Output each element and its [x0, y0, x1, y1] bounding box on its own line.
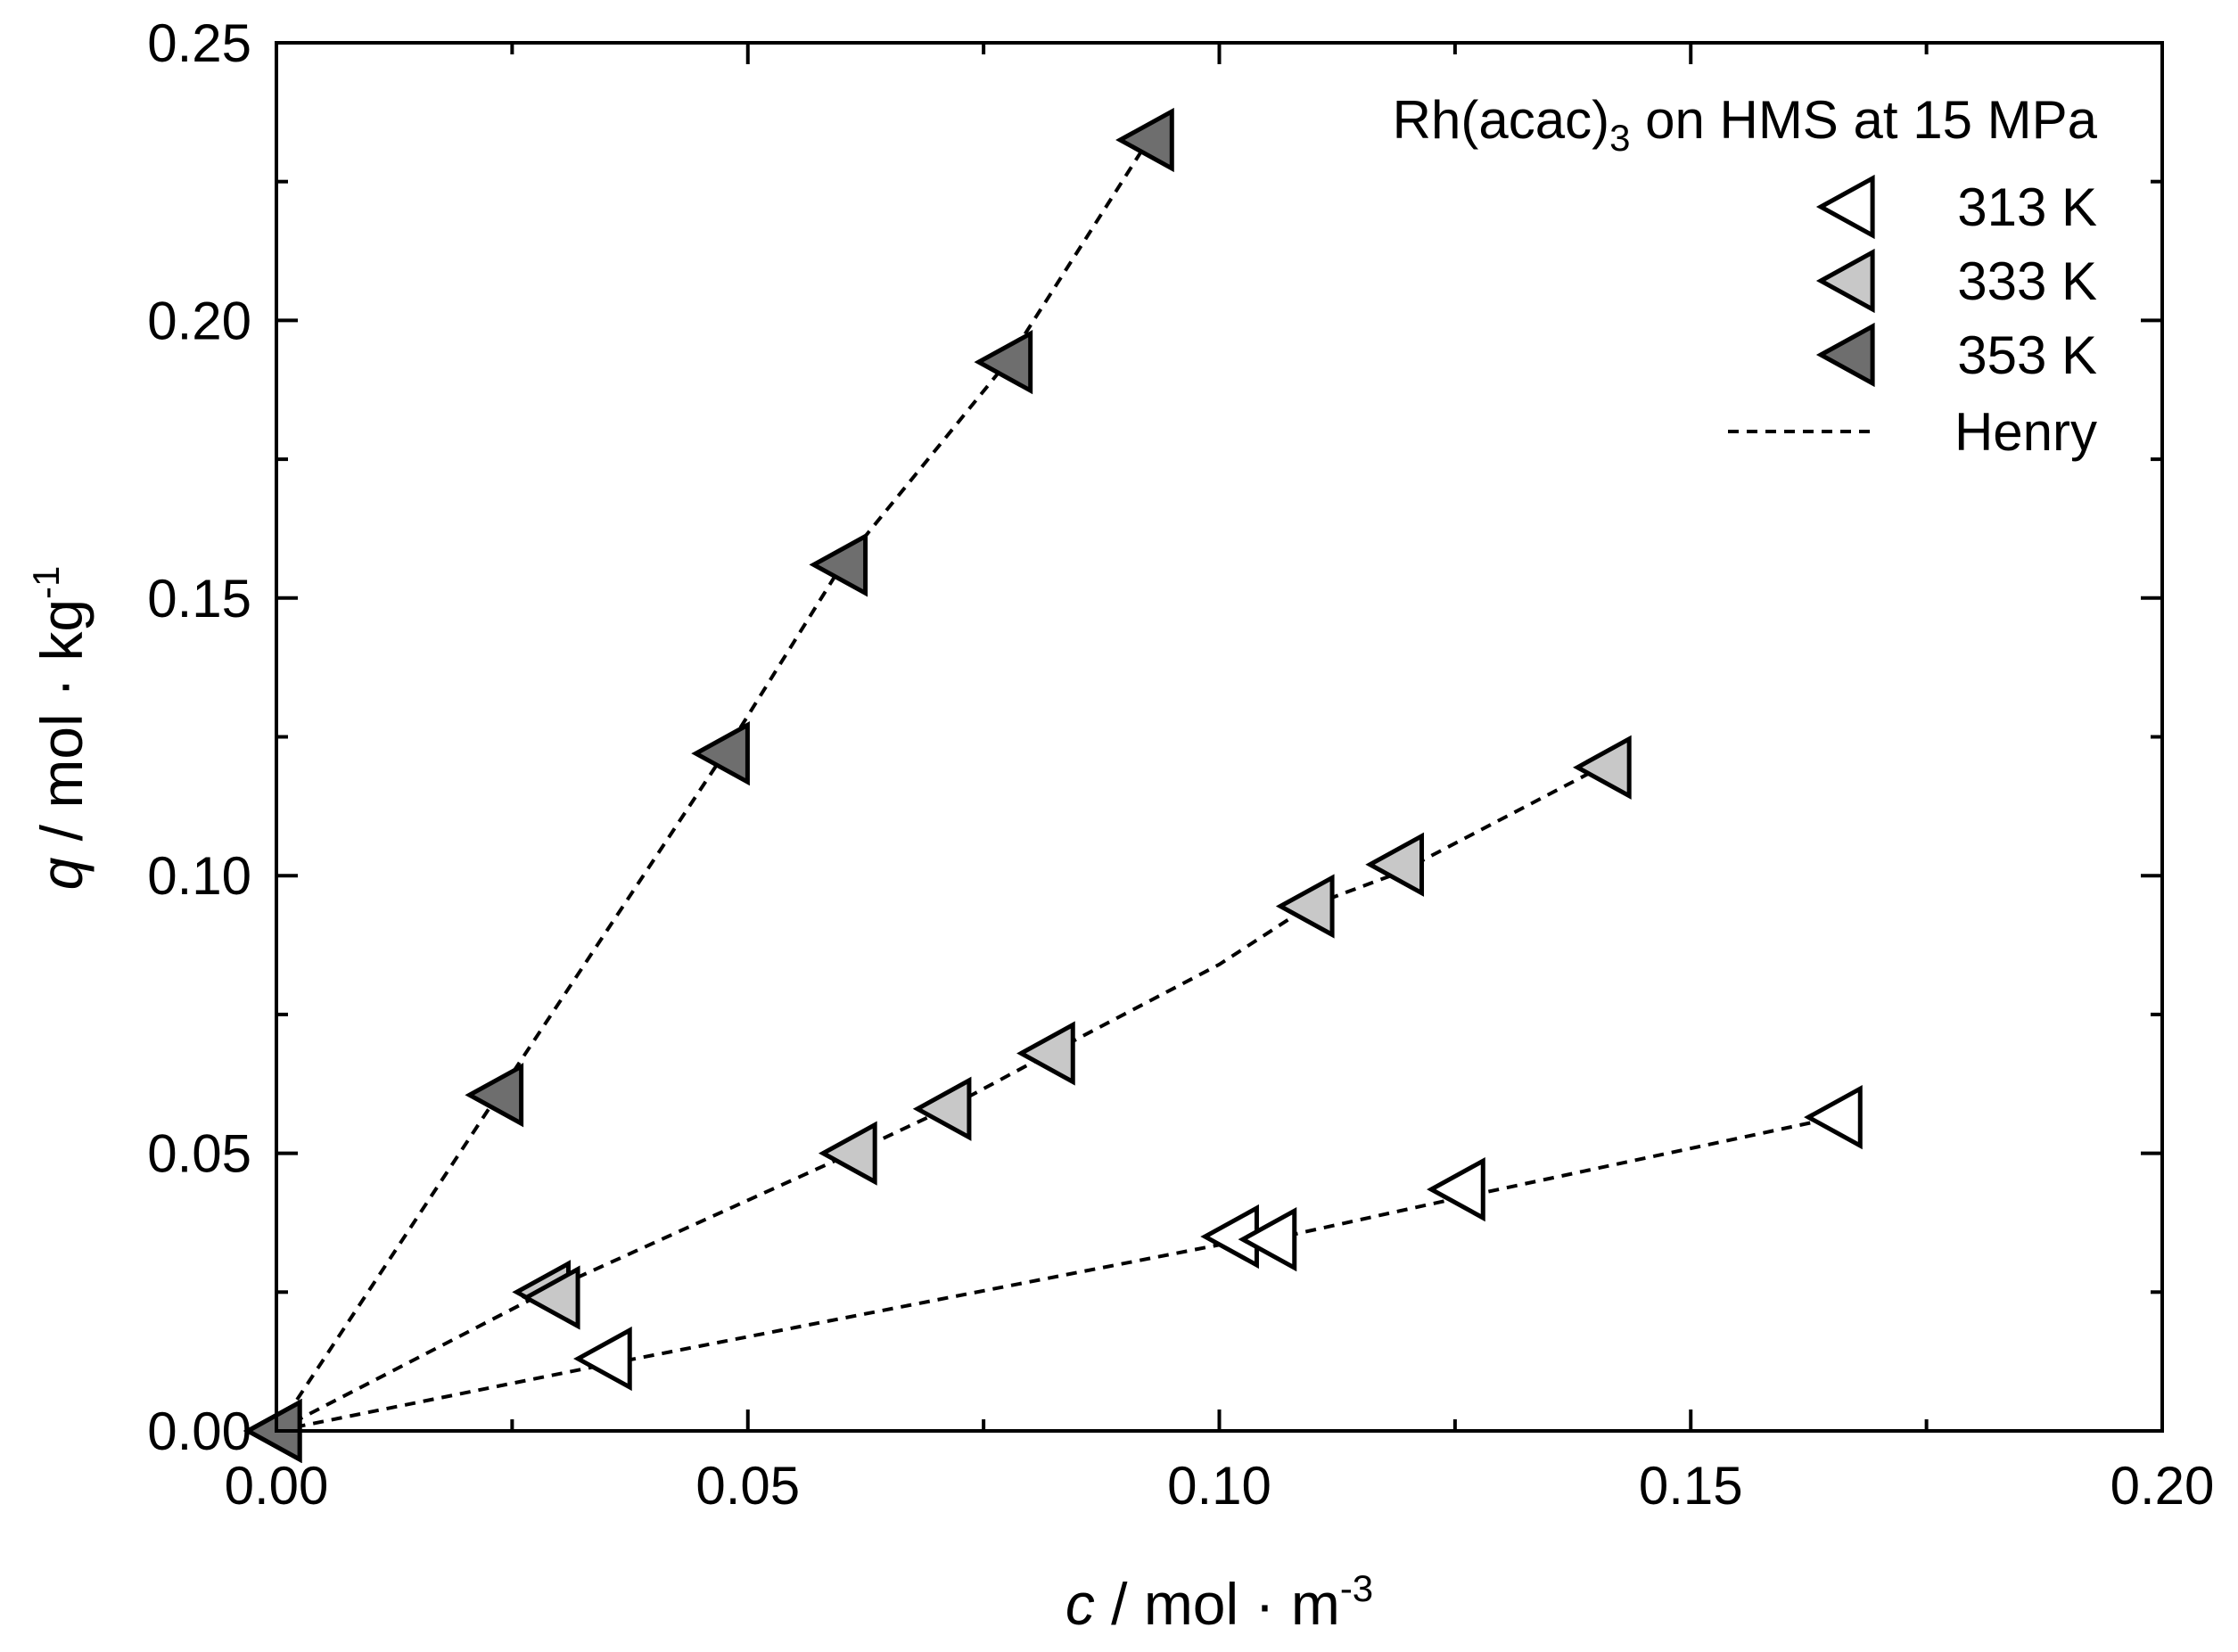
marker-333k [1365, 832, 1425, 897]
marker-333k [912, 1076, 972, 1141]
y-tick-label: 0.10 [147, 846, 251, 906]
marker-313k [573, 1326, 632, 1392]
legend-title: Rh(acac)3 on HMS at 15 MPa [1393, 90, 2098, 159]
marker-333k [521, 1265, 580, 1330]
marker-333k [1572, 735, 1632, 800]
data-markers [243, 107, 1863, 1464]
x-tick-label: 0.15 [1639, 1456, 1743, 1516]
y-tick-label: 0.25 [147, 13, 251, 73]
legend-label: Henry [1954, 402, 2097, 462]
henry-fit-lines [275, 138, 1838, 1433]
x-tick-label: 0.10 [1167, 1456, 1271, 1516]
x-axis-label: c / mol · m-3 [1066, 1567, 1373, 1637]
marker-353k [1115, 107, 1174, 173]
henry-fit-313k [276, 1115, 1838, 1433]
henry-fit-353k [275, 138, 1150, 1433]
y-tick-label: 0.20 [147, 291, 251, 350]
marker-313k [1238, 1207, 1297, 1272]
legend: Rh(acac)3 on HMS at 15 MPa 313 K 333 K 353… [1393, 90, 2098, 462]
marker-333k [818, 1121, 877, 1186]
marker-313k [1804, 1084, 1863, 1150]
legend-label: 333 K [1957, 251, 2097, 311]
x-tick-label: 0.00 [225, 1456, 329, 1516]
marker-353k [465, 1063, 524, 1128]
marker-353k [974, 329, 1033, 395]
legend-label: 313 K [1957, 177, 2097, 237]
marker-333k [1275, 874, 1335, 939]
x-tick-label: 0.20 [2110, 1456, 2215, 1516]
y-tick-label: 0.15 [147, 569, 251, 629]
legend-label: 353 K [1957, 325, 2097, 385]
legend-marker-333k [1815, 248, 1875, 314]
legend-marker-353k [1815, 322, 1875, 388]
plot-frame [275, 41, 2164, 1433]
y-axis-label: q / mol · kg-1 [25, 566, 95, 891]
x-tick-label: 0.05 [695, 1456, 800, 1516]
marker-353k [691, 721, 750, 786]
y-tick-label: 0.05 [147, 1124, 251, 1184]
legend-marker-313k [1815, 174, 1875, 240]
axis-ticks [275, 41, 2164, 1433]
axis-tick-labels: 0.00 0.05 0.10 0.15 0.20 0.00 0.05 0.10 0.15 0.20… [147, 13, 2214, 1516]
henry-fit-333k [276, 762, 1608, 1433]
marker-313k [1427, 1156, 1485, 1222]
marker-353k [809, 532, 868, 597]
marker-333k [1016, 1021, 1075, 1086]
y-tick-label: 0.00 [147, 1401, 251, 1461]
